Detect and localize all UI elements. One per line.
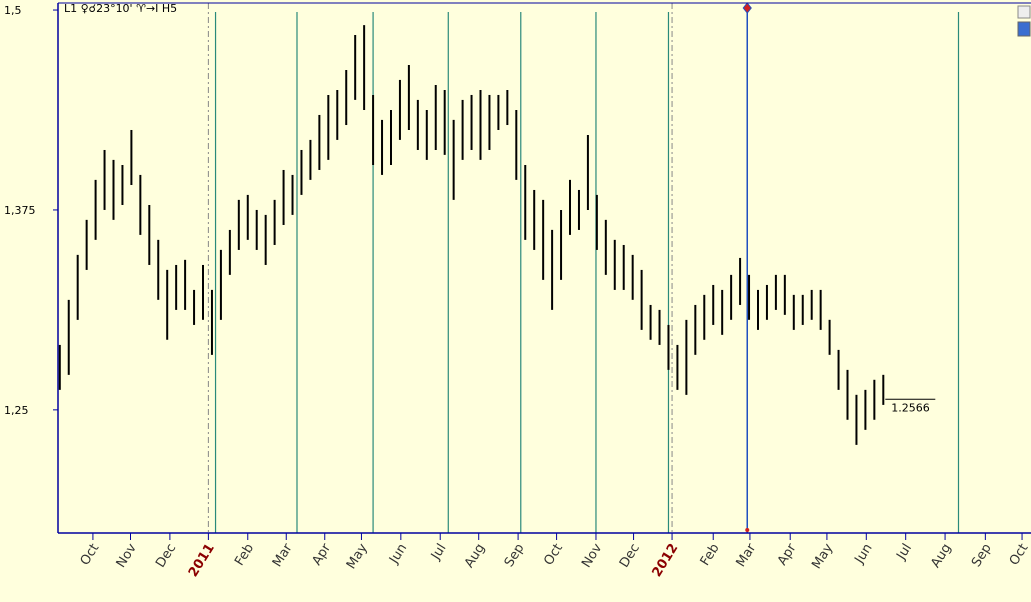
y-tick-label: 1,5 [4,4,22,17]
icon[interactable] [1017,21,1031,37]
cursor-handle [742,2,752,14]
y-tick-label: 1,375 [4,204,36,217]
cursor-handle [745,528,750,532]
icon[interactable] [1017,5,1031,19]
last-price-label: 1.2566 [891,401,930,414]
y-tick-label: 1,25 [4,404,29,417]
x-tick-label: Jul [428,541,450,563]
header: L1 ♀☌23°10' ♈→I H5 [64,2,177,15]
x-tick-label: Jul [894,541,916,563]
